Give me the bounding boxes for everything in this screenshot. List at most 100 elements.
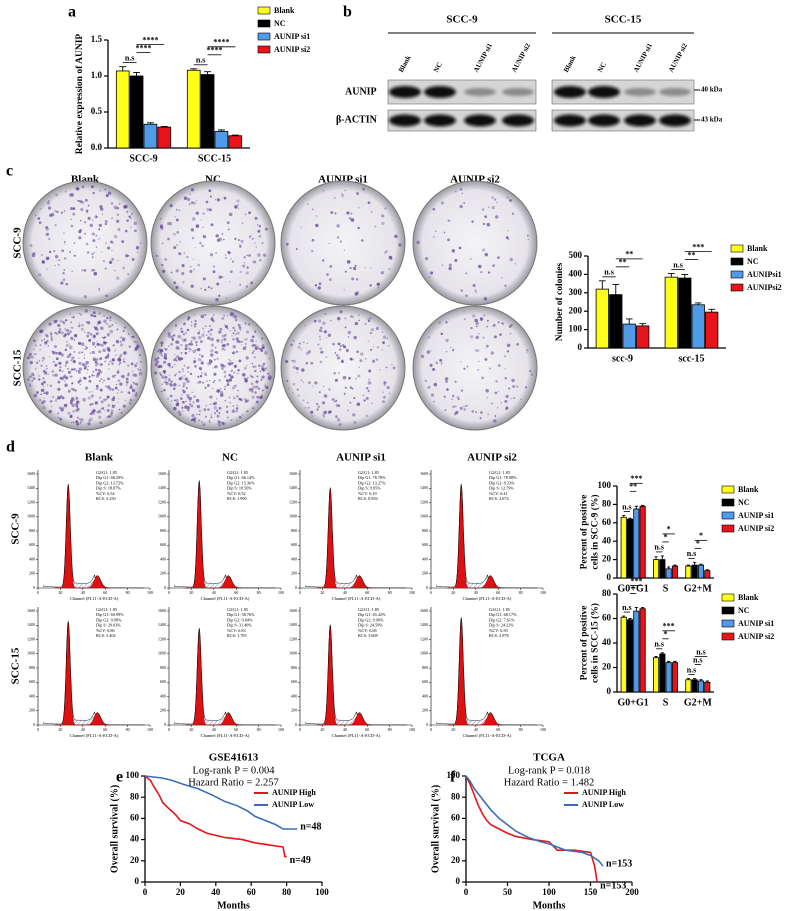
colony [255,246,257,248]
colony [427,336,431,339]
colony [92,370,95,373]
colony [121,374,125,379]
colony [336,316,341,321]
significance-label: n.s [696,647,706,656]
colony [254,242,256,244]
significance-label: * [664,630,668,639]
colony [164,348,168,351]
colony [465,294,468,297]
colony [375,358,379,361]
colony [83,269,87,272]
legend-label: NC [738,606,750,615]
colony [204,386,207,389]
colony [475,411,478,414]
colony [208,189,212,193]
colony [171,366,174,369]
significance-label: n.s [654,543,664,552]
colony [95,332,99,336]
colony [57,396,61,400]
colony [119,340,122,343]
colony [526,351,528,354]
colony [226,343,230,346]
colony [87,365,89,368]
colony [178,384,181,387]
colony [261,242,264,245]
colony [236,372,239,375]
colony [221,316,225,321]
y-tick-label: 200 [29,708,35,713]
colony [258,364,261,367]
colony [382,335,387,339]
colony [88,379,92,383]
colony [92,311,96,314]
colony [463,367,466,370]
colony [47,206,52,210]
bar [652,559,660,579]
colony [161,228,164,231]
colony [292,339,295,342]
colony [70,218,73,221]
colony [232,405,234,407]
colony [80,418,84,422]
colony [319,347,323,350]
colony [391,363,393,366]
colony [491,402,494,405]
y-tick-label: 200 [422,708,428,713]
lane-label: AUNIP si2 [667,42,689,74]
colony [329,265,333,268]
x-tick-label: 20 [189,727,193,732]
colony [231,351,235,355]
colony [173,399,176,402]
colony [105,398,108,400]
colony [337,342,341,346]
colony [485,388,489,393]
colony [70,224,74,228]
colony [513,396,516,400]
colony [56,259,58,261]
stat-text: Dip S: 18.50% [227,486,252,491]
colony [243,256,246,259]
colony [101,336,103,339]
legend-label: AUNIP si1 [738,619,774,628]
colony [116,276,120,280]
colony [122,329,125,333]
x-tick-label: 60 [365,590,369,595]
colony [237,204,239,206]
colony [251,237,254,240]
s-phase [332,534,358,588]
colony [321,259,325,262]
colony [191,391,194,394]
colony [76,407,80,411]
colony [31,355,35,359]
bar [671,662,679,693]
colony [349,357,353,361]
colony [439,358,443,362]
colony [60,408,64,412]
y-tick-label: 0 [164,722,166,727]
colony [363,399,366,402]
colony [300,379,303,381]
colony [223,333,227,337]
colony [119,343,124,347]
colony [29,384,32,387]
error-bar [686,564,690,567]
colony [173,387,176,391]
colony [220,393,224,397]
colony [291,392,294,394]
colony [430,350,432,352]
colony [127,333,130,335]
colony [38,273,42,277]
colony [480,271,483,274]
colony [43,397,45,399]
colony [311,238,315,242]
y-tick-label: 60 [451,812,461,822]
y-tick-label: 600 [29,542,35,547]
colony [139,360,143,364]
stat-text: RCS: 2.674 [489,496,509,501]
colony [228,378,233,382]
colony [211,316,214,319]
colony [244,377,248,382]
colony [488,367,491,370]
colony [512,385,516,388]
colony [198,330,201,332]
